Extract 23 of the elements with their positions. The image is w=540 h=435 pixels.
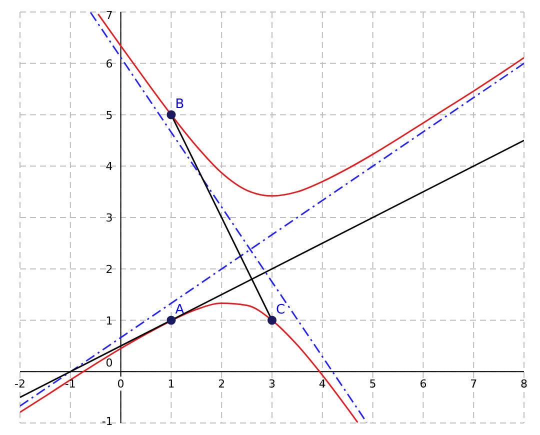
y-tick-label: 4: [106, 160, 113, 174]
y-tick-label: 0: [106, 356, 113, 370]
y-tick-label: 6: [106, 57, 113, 70]
data-label: B: [175, 96, 184, 112]
x-tick-label: 3: [268, 378, 276, 391]
x-tick-label: 4: [318, 378, 326, 391]
x-tick-label: -1: [64, 378, 76, 391]
y-tick-label: 3: [106, 212, 113, 224]
x-tick-label: 8: [520, 378, 528, 391]
y-tick-label: 1: [106, 314, 113, 328]
x-tick-label: 1: [168, 378, 175, 391]
data-label: C: [276, 302, 286, 318]
data-label: A: [175, 302, 184, 318]
x-tick-label: 6: [420, 378, 427, 391]
y-tick-label: 7: [106, 9, 113, 22]
y-tick-label: 2: [106, 262, 113, 276]
y-tick-label: 5: [106, 108, 113, 122]
x-tick-label: 7: [470, 378, 478, 391]
y-tick-label: -1: [102, 415, 113, 428]
x-tick-label: 0: [117, 378, 124, 391]
x-tick-label: 2: [218, 378, 226, 391]
x-tick-label: 5: [369, 378, 376, 391]
x-tick-label: -2: [14, 378, 26, 391]
